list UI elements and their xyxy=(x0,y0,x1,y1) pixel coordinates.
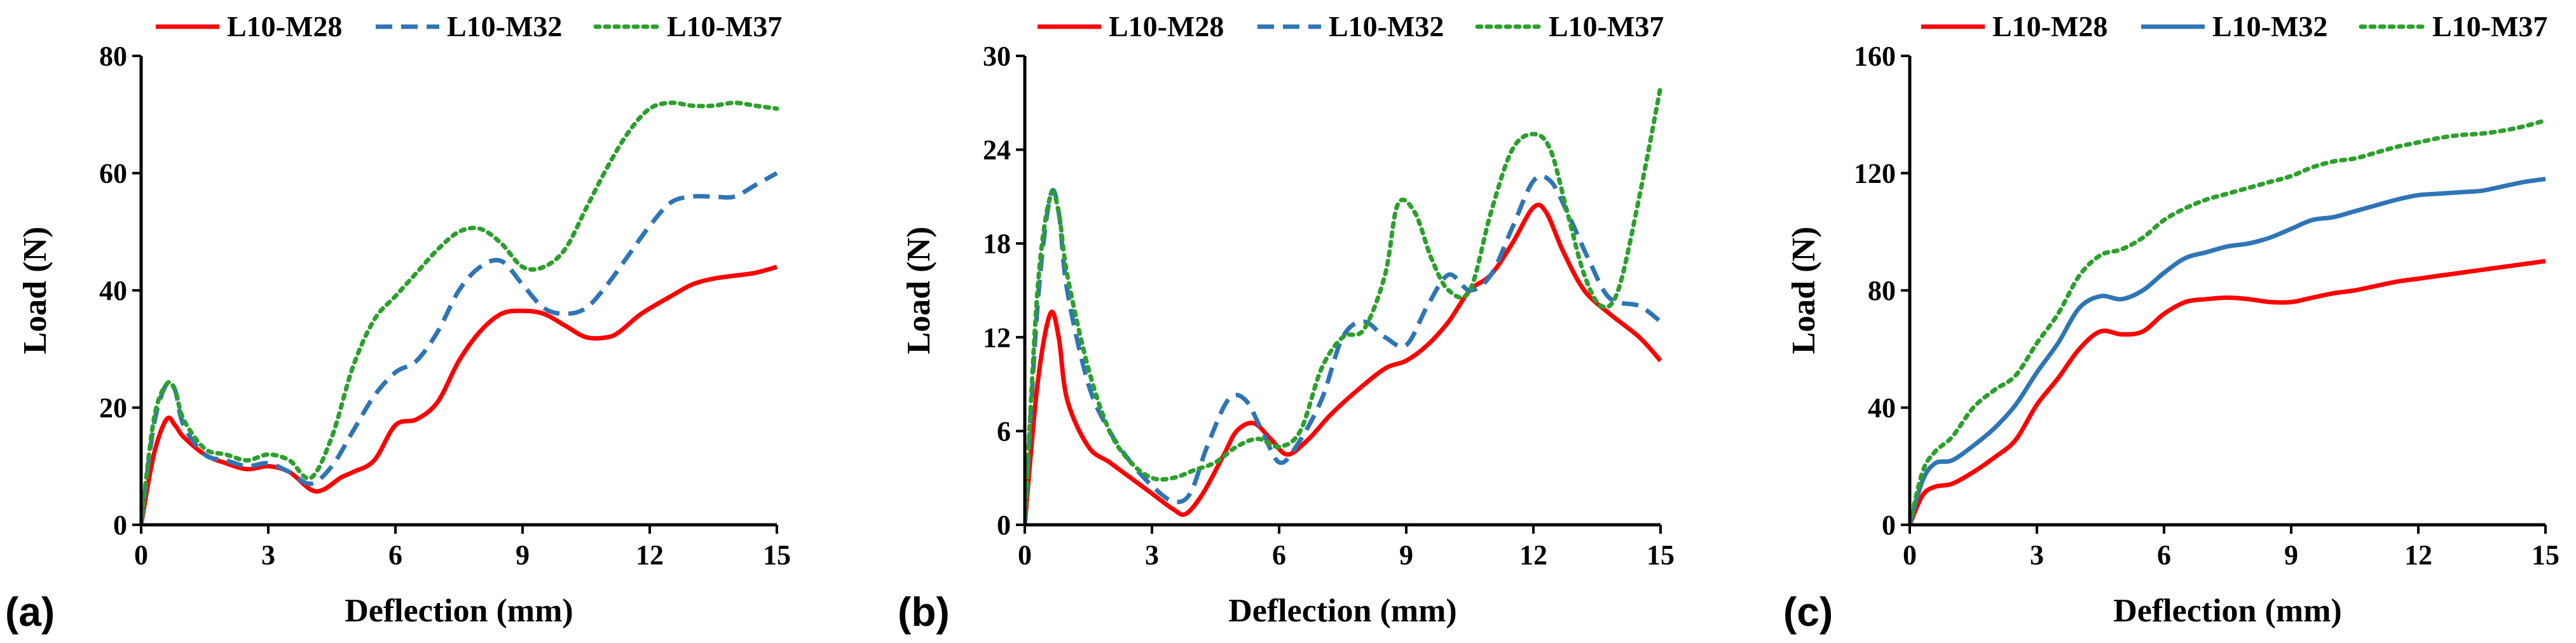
series-line-l10-m37 xyxy=(1910,118,2548,525)
x-tick-label: 0 xyxy=(1903,539,1917,571)
panel-label: (c) xyxy=(1783,589,1833,635)
x-axis-title: Deflection (mm) xyxy=(345,593,573,629)
legend-label-l10-m32: L10-M32 xyxy=(2212,10,2327,43)
series-line-l10-m28 xyxy=(141,264,778,525)
legend: L10-M28 L10-M32 L10-M37 xyxy=(1038,10,1664,43)
legend-label-l10-m32: L10-M32 xyxy=(447,10,562,43)
legend-label-l10-m28: L10-M28 xyxy=(227,10,342,43)
legend-label-l10-m28: L10-M28 xyxy=(1992,10,2107,43)
legend: L10-M28 L10-M32 L10-M37 xyxy=(1921,10,2547,43)
chart-panel-2: 0 3 6 9 12 15 0 6 12 18 24 30 Deflection (mm) Load (N… xyxy=(898,10,1675,635)
y-tick-label: 18 xyxy=(983,228,1011,259)
series-line-l10-m32 xyxy=(141,171,778,525)
x-tick-label: 6 xyxy=(2157,539,2171,571)
x-tick-label: 15 xyxy=(2531,539,2559,571)
series-line-l10-m37 xyxy=(141,100,779,525)
legend: L10-M28 L10-M32 L10-M37 xyxy=(156,10,782,43)
panel-label: (a) xyxy=(5,589,55,635)
series-line-l10-m37 xyxy=(1025,85,1663,525)
x-tick-label: 0 xyxy=(1018,539,1032,571)
x-tick-label: 6 xyxy=(388,539,402,571)
y-tick-label: 40 xyxy=(1868,393,1896,424)
series-line-l10-m32 xyxy=(1025,173,1662,525)
y-tick-label: 60 xyxy=(99,158,127,189)
legend-label-l10-m37: L10-M37 xyxy=(667,10,782,43)
x-tick-label: 12 xyxy=(636,539,664,571)
plot-area xyxy=(141,100,779,525)
chart-panel-3: 0 3 6 9 12 15 0 40 80 120 160 Deflection (mm) Load (… xyxy=(1783,10,2559,635)
plot-area xyxy=(1910,118,2548,525)
y-tick-label: 160 xyxy=(1854,41,1896,72)
x-axis-title: Deflection (mm) xyxy=(2113,593,2342,629)
chart-panel-1: 0 3 6 9 12 15 0 20 40 60 80 Deflection (mm) Load (N)… xyxy=(5,10,791,635)
x-tick-label: 15 xyxy=(763,539,791,571)
y-tick-label: 20 xyxy=(99,393,127,424)
panel-label: (b) xyxy=(898,589,950,635)
y-tick-label: 24 xyxy=(983,135,1011,166)
x-tick-label: 9 xyxy=(2284,539,2298,571)
legend-label-l10-m28: L10-M28 xyxy=(1109,10,1224,43)
y-tick-label: 80 xyxy=(1868,275,1896,306)
x-tick-label: 9 xyxy=(516,539,530,571)
x-axis-title: Deflection (mm) xyxy=(1228,593,1457,629)
legend-label-l10-m37: L10-M37 xyxy=(1549,10,1664,43)
y-tick-label: 0 xyxy=(1882,510,1896,541)
x-tick-label: 6 xyxy=(1272,539,1286,571)
series-line-l10-m28 xyxy=(1025,202,1662,525)
y-tick-label: 0 xyxy=(997,510,1011,541)
y-tick-label: 120 xyxy=(1854,158,1896,189)
x-tick-label: 3 xyxy=(261,539,275,571)
x-tick-label: 3 xyxy=(1145,539,1159,571)
x-tick-label: 0 xyxy=(134,539,148,571)
legend-label-l10-m37: L10-M37 xyxy=(2432,10,2547,43)
y-axis-title: Load (N) xyxy=(901,227,937,355)
y-tick-label: 80 xyxy=(99,41,127,72)
series-line-l10-m28 xyxy=(1910,259,2546,525)
x-tick-label: 9 xyxy=(1399,539,1413,571)
y-tick-label: 40 xyxy=(99,275,127,306)
y-tick-label: 6 xyxy=(997,416,1011,447)
x-tick-label: 12 xyxy=(1519,539,1547,571)
y-tick-label: 0 xyxy=(113,510,127,541)
series-line-l10-m32 xyxy=(1910,177,2546,525)
x-tick-label: 15 xyxy=(1647,539,1675,571)
plot-area xyxy=(1025,85,1663,525)
legend-label-l10-m32: L10-M32 xyxy=(1329,10,1444,43)
y-axis-title: Load (N) xyxy=(1786,227,1822,355)
y-tick-label: 30 xyxy=(983,41,1011,72)
x-tick-label: 12 xyxy=(2404,539,2432,571)
y-axis-title: Load (N) xyxy=(17,227,53,355)
x-tick-label: 3 xyxy=(2030,539,2044,571)
y-tick-label: 12 xyxy=(983,322,1011,353)
